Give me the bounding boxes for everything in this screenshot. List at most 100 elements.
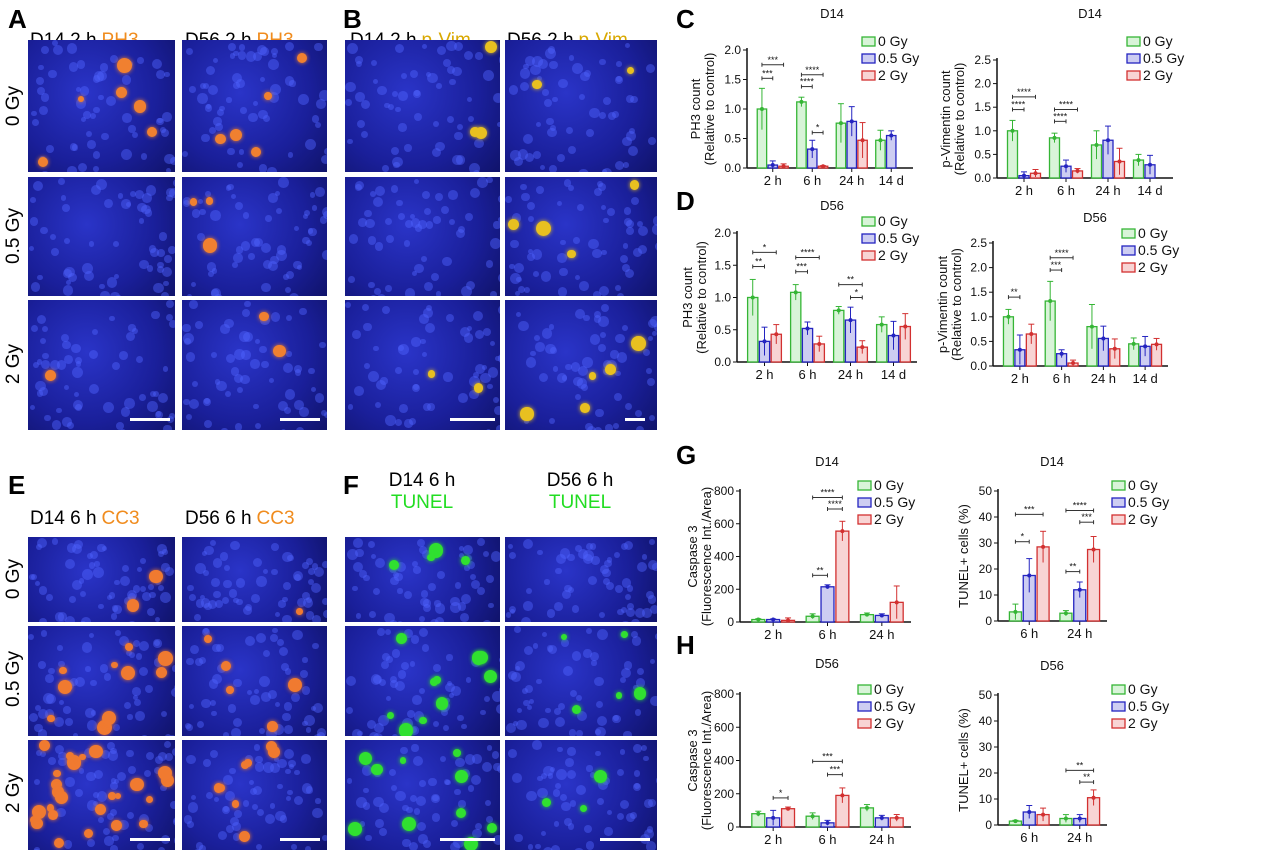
nucleus-spot (587, 575, 597, 585)
nucleus-spot (321, 155, 327, 165)
nucleus-spot (514, 833, 523, 843)
nucleus-spot (606, 809, 613, 815)
data-point (1071, 361, 1076, 366)
stained-cell (579, 402, 590, 413)
nucleus-spot (440, 708, 448, 716)
nucleus-spot (262, 114, 270, 122)
nucleus-spot (481, 762, 492, 772)
nucleus-spot (139, 667, 149, 677)
nucleus-spot (449, 602, 461, 614)
nucleus-spot (132, 585, 141, 593)
nucleus-spot (41, 46, 49, 54)
data-point (1052, 135, 1057, 140)
nucleus-spot (463, 333, 473, 343)
nucleus-spot (347, 276, 355, 283)
nucleus-spot (581, 357, 593, 368)
nucleus-spot (252, 804, 259, 811)
nucleus-spot (293, 400, 304, 410)
x-tick-label: 6 h (818, 832, 836, 847)
nucleus-spot (425, 305, 432, 312)
nucleus-spot (261, 360, 269, 369)
nucleus-spot (589, 543, 597, 550)
nucleus-spot (428, 777, 437, 787)
nucleus-spot (599, 111, 606, 119)
nucleus-spot (240, 107, 247, 114)
nucleus-spot (75, 97, 87, 109)
legend-label: 2 Gy (874, 715, 904, 731)
nucleus-spot (388, 619, 398, 622)
nucleus-spot (52, 40, 58, 46)
nucleus-spot (523, 418, 529, 425)
nucleus-spot (202, 628, 209, 635)
nucleus-spot (594, 728, 601, 736)
panel-letter-a: A (8, 4, 27, 34)
nucleus-spot (548, 418, 555, 425)
scale-bar (625, 418, 645, 421)
nucleus-spot (614, 370, 621, 377)
nucleus-spot (467, 325, 473, 331)
nucleus-spot (155, 411, 162, 418)
nucleus-spot (361, 99, 371, 110)
nucleus-spot (558, 78, 568, 89)
stained-cell (571, 704, 582, 715)
stained-cell (399, 757, 407, 764)
nucleus-spot (292, 630, 303, 641)
nucleus-spot (284, 41, 294, 51)
nucleus-spot (276, 207, 283, 214)
nucleus-spot (623, 207, 632, 215)
nucleus-spot (39, 617, 48, 622)
data-point (1027, 810, 1032, 814)
nucleus-spot (357, 730, 363, 736)
nucleus-spot (522, 63, 529, 70)
nucleus-spot (106, 277, 118, 288)
stained-cell (386, 711, 394, 719)
nucleus-spot (282, 581, 291, 590)
nucleus-spot (253, 52, 263, 62)
nucleus-spot (367, 236, 377, 245)
nucleus-spot (270, 312, 281, 322)
nucleus-spot (110, 747, 117, 755)
nucleus-spot (427, 403, 435, 411)
nucleus-spot (470, 774, 481, 786)
nucleus-spot (168, 319, 175, 328)
nucleus-spot (293, 260, 302, 270)
nucleus-spot (497, 764, 500, 774)
nucleus-spot (567, 145, 576, 154)
x-tick-label: 24 h (1067, 830, 1092, 845)
x-tick-label: 24 h (869, 832, 894, 847)
nucleus-spot (135, 356, 143, 364)
nucleus-spot (557, 287, 568, 296)
nucleus-spot (482, 550, 489, 557)
stained-cell (633, 687, 647, 700)
nucleus-spot (345, 99, 352, 107)
nucleus-spot (164, 567, 174, 577)
legend-label: 0 Gy (1138, 225, 1168, 241)
nucleus-spot (157, 584, 165, 591)
nucleus-spot (151, 59, 162, 70)
data-point (771, 815, 776, 820)
nucleus-spot (532, 643, 539, 649)
chart-title: D14 (815, 454, 839, 469)
legend-label: 0.5 Gy (1143, 50, 1184, 66)
nucleus-spot (110, 778, 117, 785)
stained-cell (287, 678, 302, 693)
nucleus-spot (366, 719, 377, 730)
stained-cell (229, 128, 242, 141)
stained-cell (455, 770, 469, 784)
nucleus-spot (456, 123, 464, 131)
micrograph-tile (345, 537, 500, 622)
nucleus-spot (397, 91, 408, 101)
legend-swatch (857, 514, 872, 525)
nucleus-spot (74, 789, 83, 798)
stained-cell (83, 828, 93, 839)
nucleus-spot (538, 372, 549, 382)
nucleus-spot (535, 843, 541, 850)
nucleus-spot (140, 153, 148, 160)
nucleus-spot (87, 720, 98, 731)
nucleus-spot (189, 645, 199, 655)
nucleus-spot (516, 708, 522, 714)
nucleus-spot (167, 416, 175, 424)
nucleus-spot (527, 705, 533, 711)
nucleus-spot (282, 596, 288, 603)
nucleus-spot (301, 686, 311, 695)
